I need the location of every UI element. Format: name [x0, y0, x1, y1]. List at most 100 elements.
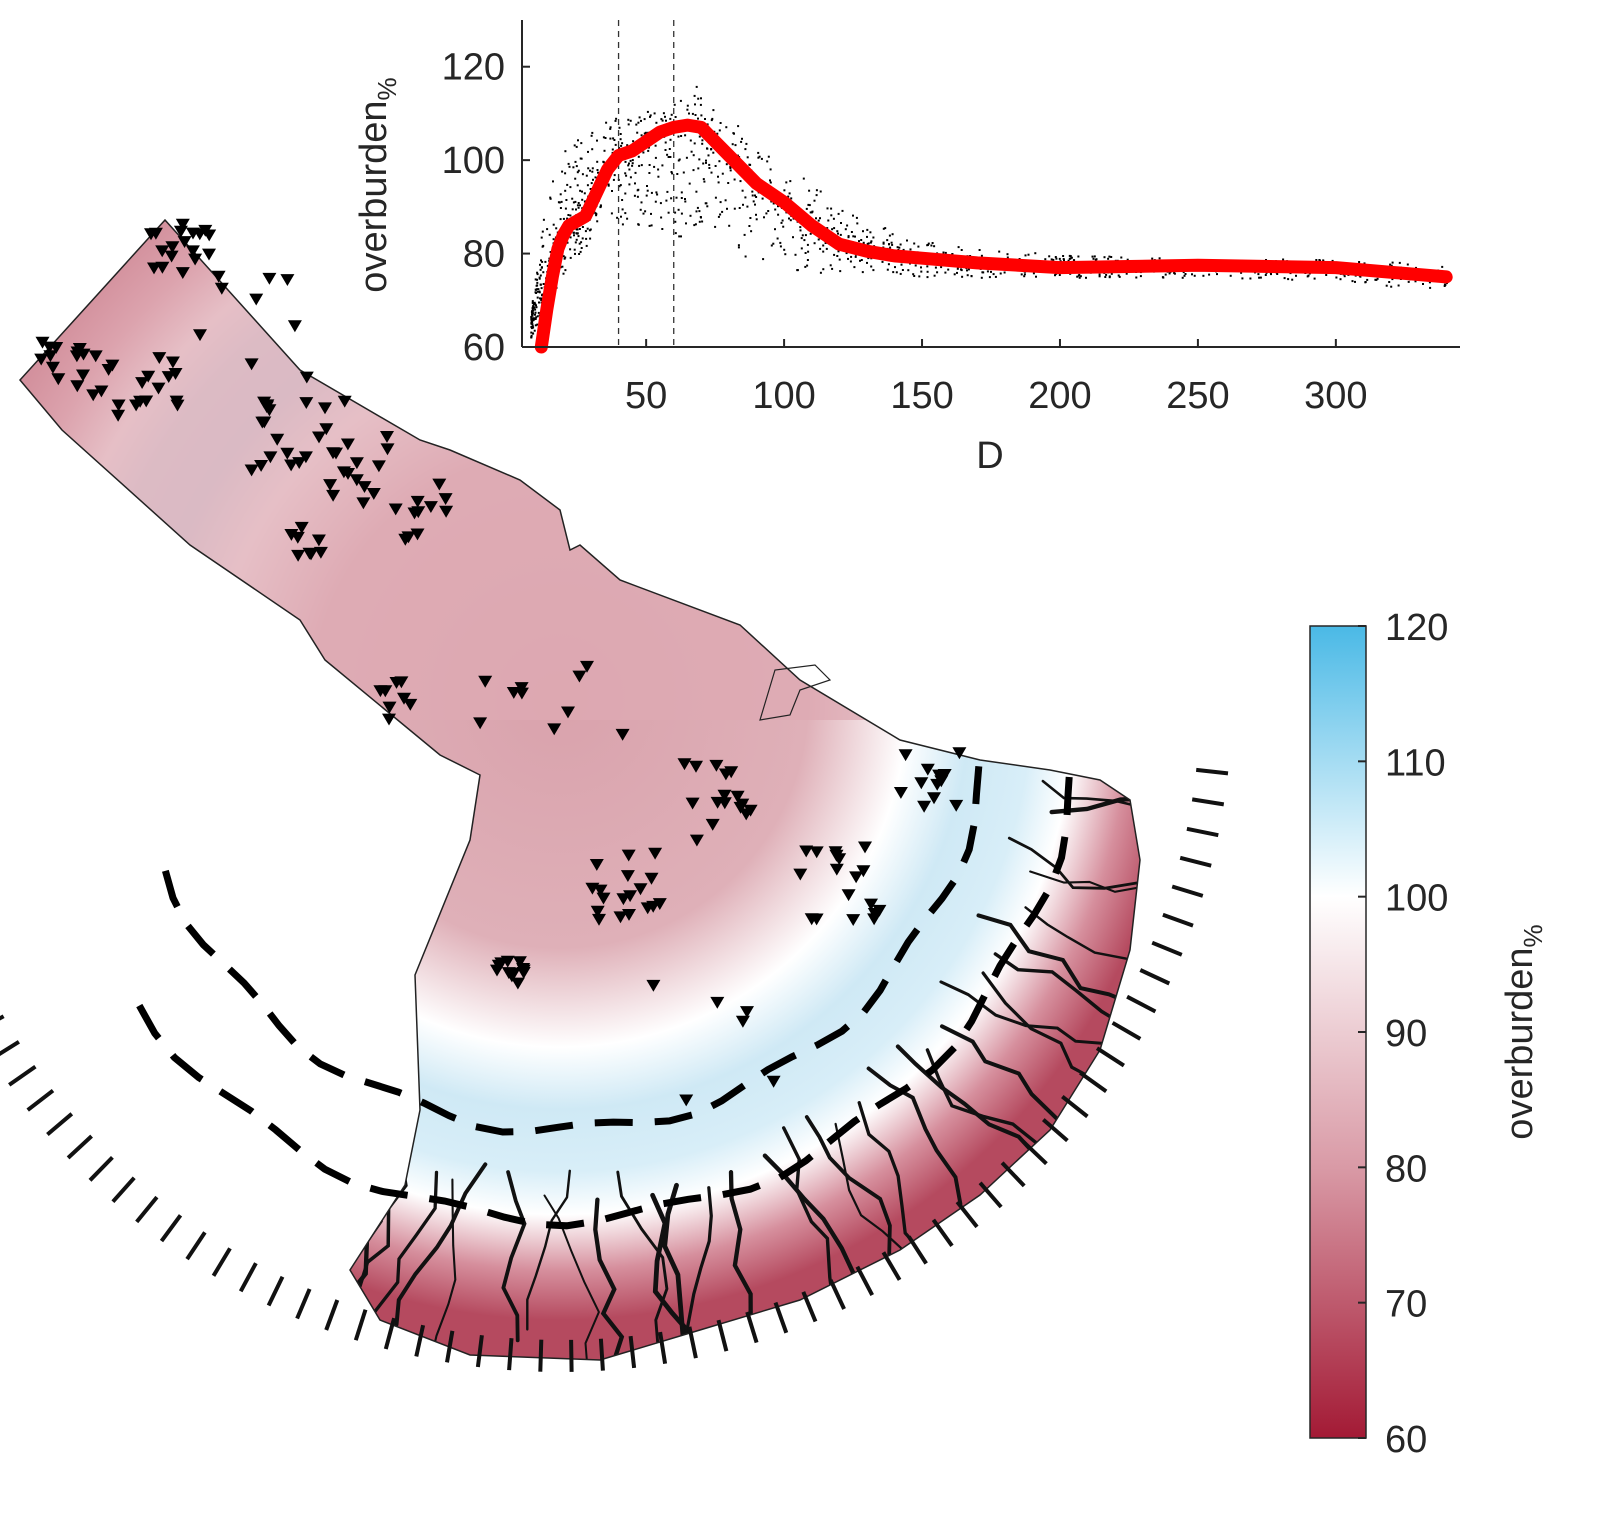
scatter-point	[552, 180, 554, 183]
scatter-point	[1363, 262, 1366, 265]
triangle-marker	[263, 451, 278, 464]
scatter-point	[559, 207, 562, 209]
scatter-point	[573, 234, 575, 237]
scatter-point	[1135, 276, 1138, 279]
scatter-point	[1391, 278, 1394, 281]
edge-tick	[1179, 855, 1212, 868]
scatter-point	[580, 142, 583, 145]
scatter-point	[1191, 273, 1193, 276]
scatter-point	[552, 238, 555, 241]
scatter-point	[850, 231, 853, 233]
scatter-point	[1073, 259, 1076, 262]
scatter-point	[870, 265, 873, 268]
scatter-point	[837, 250, 840, 253]
scatter-point	[665, 199, 668, 202]
scatter-point	[532, 332, 535, 335]
scatter-point	[852, 214, 854, 217]
scatter-point	[703, 180, 706, 183]
channel-line	[50, 1032, 183, 1136]
triangle-marker	[510, 977, 525, 990]
scatter-point	[1354, 280, 1356, 283]
scatter-point	[596, 139, 598, 142]
triangle-marker	[144, 228, 158, 241]
scatter-point	[960, 249, 963, 251]
scatter-point	[1006, 253, 1009, 256]
scatter-point	[694, 103, 696, 106]
scatter-point	[933, 274, 936, 277]
scatter-point	[1429, 286, 1432, 289]
scatter-point	[1078, 276, 1081, 279]
scatter-point	[671, 172, 674, 175]
triangle-marker	[473, 717, 488, 730]
triangle-marker	[898, 749, 913, 762]
triangle-marker	[689, 760, 703, 773]
channel-line	[501, 1170, 527, 1343]
triangle-marker	[72, 343, 87, 355]
scatter-point	[697, 97, 700, 100]
scatter-point	[610, 212, 613, 215]
channel-line	[857, 1101, 923, 1253]
triangle-marker	[856, 865, 871, 878]
triangle-marker	[280, 447, 295, 460]
scatter-point	[774, 228, 776, 231]
scatter-point	[856, 222, 859, 225]
channel-line	[257, 1127, 320, 1284]
scatter-point	[1315, 259, 1318, 261]
scatter-point	[866, 242, 869, 245]
scatter-point	[697, 117, 699, 120]
edge-tick	[931, 1218, 954, 1247]
scatter-point	[609, 137, 612, 140]
scatter-point	[1093, 255, 1096, 258]
triangle-marker	[561, 706, 575, 719]
scatter-point	[562, 217, 565, 220]
triangle-marker	[735, 798, 750, 811]
scatter-point	[725, 126, 728, 129]
x-tick-label: 150	[890, 375, 953, 417]
scatter-point	[541, 230, 544, 233]
scatter-point	[664, 115, 666, 118]
scatter-point	[980, 276, 983, 279]
scatter-point	[562, 255, 565, 258]
scatter-point	[839, 270, 842, 273]
edge-tick	[1021, 1140, 1048, 1166]
scatter-point	[536, 271, 539, 274]
scatter-point	[535, 316, 538, 319]
scatter-point	[578, 242, 581, 245]
triangle-marker	[43, 350, 58, 363]
scatter-point	[585, 174, 588, 177]
scatter-point	[540, 259, 542, 262]
scatter-point	[688, 112, 690, 115]
triangle-marker	[585, 882, 600, 895]
scatter-point	[787, 195, 790, 198]
scatter-point	[660, 118, 663, 121]
scatter-point	[866, 235, 868, 238]
triangle-marker	[914, 777, 929, 790]
scatter-point	[640, 164, 643, 167]
scatter-point	[535, 304, 537, 307]
scatter-point	[772, 202, 775, 205]
scatter-point	[646, 110, 649, 113]
triangle-marker	[380, 431, 394, 443]
scatter-point	[741, 137, 743, 140]
edge-tick	[569, 1339, 574, 1372]
scatter-point	[540, 266, 543, 269]
triangle-marker	[164, 250, 179, 263]
scatter-point	[654, 144, 657, 147]
scatter-point	[541, 297, 543, 300]
scatter-point	[576, 171, 579, 174]
triangle-marker	[105, 359, 120, 372]
scatter-point	[571, 197, 574, 200]
scatter-point	[638, 116, 641, 119]
scatter-point	[714, 165, 717, 167]
scatter-point	[892, 271, 895, 274]
scatter-point	[564, 189, 567, 192]
scatter-point	[808, 189, 811, 192]
scatter-point	[804, 252, 807, 254]
edge-tick	[324, 1299, 340, 1331]
scatter-point	[624, 172, 627, 175]
triangle-marker	[34, 353, 49, 366]
scatter-point	[794, 253, 797, 256]
scatter-point	[624, 192, 627, 195]
edge-tick	[1171, 884, 1204, 898]
edge-tick	[475, 1334, 484, 1368]
